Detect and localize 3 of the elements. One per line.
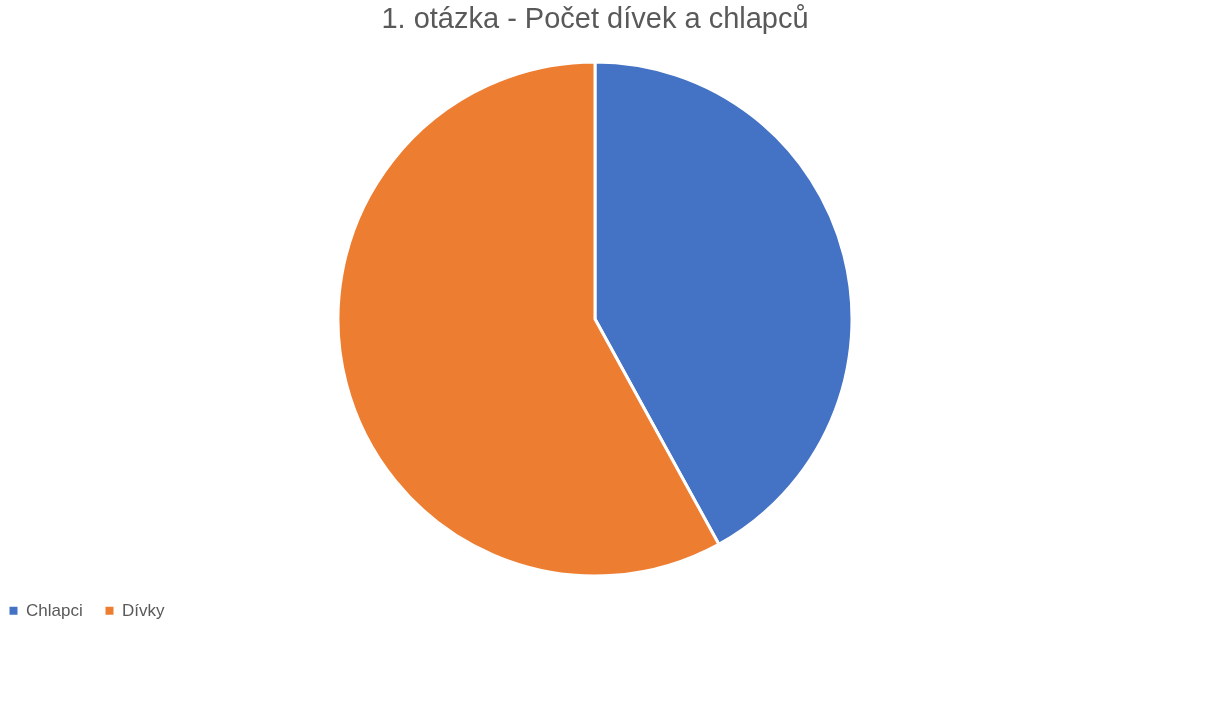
chart-title: 1. otázka - Počet dívek a chlapců	[381, 2, 809, 34]
legend-label: Dívky	[122, 600, 165, 620]
legend-label: Chlapci	[26, 600, 83, 620]
